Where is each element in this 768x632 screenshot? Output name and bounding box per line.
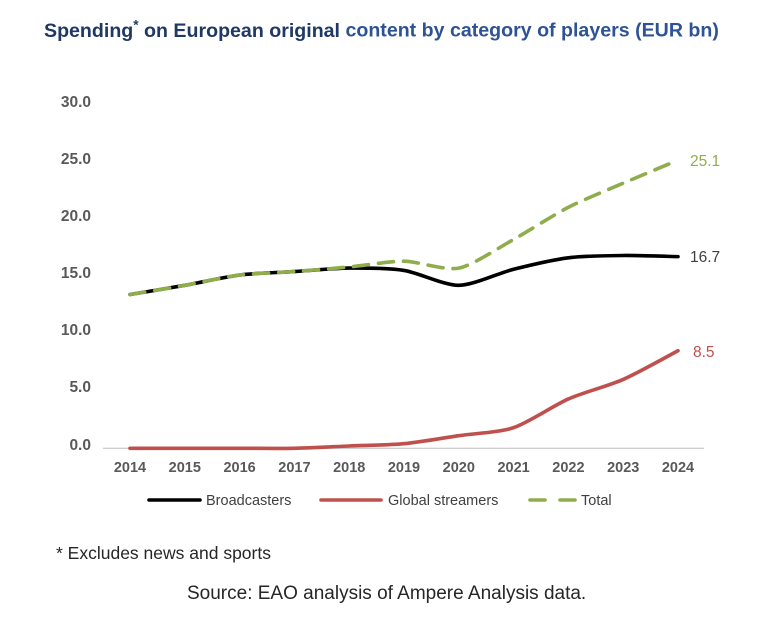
svg-text:25.0: 25.0 [61,151,91,168]
svg-text:8.5: 8.5 [693,344,715,361]
svg-text:2021: 2021 [497,460,529,476]
svg-text:Source: EAO analysis of Ampere: Source: EAO analysis of Ampere Analysis … [187,583,586,604]
svg-text:* Excludes news and sports: * Excludes news and sports [56,543,271,563]
svg-text:0.0: 0.0 [69,437,91,454]
svg-text:2016: 2016 [223,460,255,476]
svg-text:10.0: 10.0 [61,322,91,339]
svg-text:20.0: 20.0 [61,208,91,225]
svg-text:2023: 2023 [607,460,639,476]
svg-text:15.0: 15.0 [61,265,91,282]
svg-text:Global streamers: Global streamers [388,493,498,509]
svg-text:2024: 2024 [662,460,694,476]
svg-text:Total: Total [581,493,612,509]
svg-text:2019: 2019 [388,460,420,476]
svg-text:5.0: 5.0 [69,379,91,396]
svg-text:2017: 2017 [278,460,310,476]
svg-text:30.0: 30.0 [61,94,91,111]
svg-text:25.1: 25.1 [690,153,720,170]
svg-text:2022: 2022 [552,460,584,476]
svg-text:Broadcasters: Broadcasters [206,493,291,509]
svg-text:2015: 2015 [169,460,201,476]
svg-text:2018: 2018 [333,460,365,476]
svg-text:16.7: 16.7 [690,249,720,266]
svg-text:2014: 2014 [114,460,146,476]
svg-text:2020: 2020 [443,460,475,476]
